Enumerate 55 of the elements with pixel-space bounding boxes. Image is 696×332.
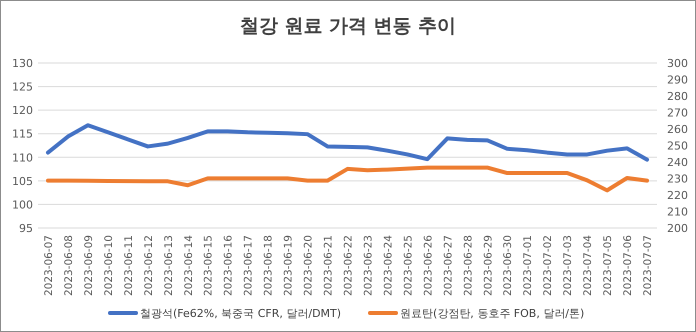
y2-tick-label: 230 [667, 172, 688, 186]
x-tick-label: 2023-06-29 [482, 235, 494, 296]
x-tick-label: 2023-07-05 [602, 235, 614, 296]
x-tick-label: 2023-06-24 [382, 234, 394, 296]
y-tick-label: 100 [12, 198, 33, 212]
x-tick-label: 2023-06-09 [82, 235, 95, 296]
x-tick-label: 2023-06-28 [462, 235, 474, 296]
x-tick-label: 2023-07-06 [622, 234, 634, 296]
y2-tick-label: 220 [667, 189, 688, 202]
x-tick-label: 2023-06-26 [422, 234, 434, 296]
x-tick-label: 2023-06-17 [242, 235, 255, 296]
line-series [46, 166, 650, 192]
x-tick-label: 2023-06-21 [322, 235, 335, 296]
x-tick-label: 2023-06-22 [342, 235, 354, 296]
x-tick-label: 2023-06-19 [282, 235, 295, 296]
x-tick-label: 2023-06-15 [202, 235, 215, 296]
x-tick-label: 2023-06-12 [142, 235, 155, 296]
x-tick-label: 2023-06-16 [222, 234, 235, 296]
x-tick-label: 2023-06-13 [162, 235, 175, 296]
x-tick-label: 2023-07-01 [522, 235, 534, 296]
y2-tick-label: 240 [667, 156, 688, 169]
x-tick-label: 2023-06-23 [362, 235, 374, 296]
x-tick-label: 2023-06-18 [262, 235, 275, 296]
x-tick-label: 2023-07-02 [542, 235, 554, 296]
line-series [46, 123, 650, 162]
y2-tick-label: 210 [667, 206, 688, 218]
y2-tick-label: 280 [667, 90, 688, 103]
y-tick-label: 110 [12, 151, 33, 164]
x-tick-label: 2023-06-30 [502, 235, 514, 296]
chart-title: 철강 원료 가격 변동 추이 [240, 15, 456, 37]
y2-tick-label: 290 [667, 74, 688, 86]
x-tick-label: 2023-06-10 [102, 235, 115, 296]
y-tick-label: 120 [12, 104, 33, 118]
x-tick-label: 2023-06-25 [402, 235, 414, 296]
y2-tick-label: 270 [667, 106, 688, 120]
y-tick-label: 115 [12, 128, 33, 141]
y-tick-label: 125 [12, 80, 33, 94]
y2-tick-label: 200 [667, 222, 688, 235]
x-tick-label: 2023-06-27 [442, 235, 454, 296]
x-tick-label: 2023-06-07 [42, 235, 55, 296]
x-tick-label: 2023-07-04 [582, 234, 594, 296]
x-tick-label: 2023-06-14 [182, 234, 195, 296]
x-tick-label: 2023-06-11 [122, 235, 135, 296]
y-tick-label: 95 [19, 222, 33, 235]
legend-label: 원료탄(강점탄, 동호주 FOB, 달러/톤) [400, 307, 584, 320]
y2-tick-label: 250 [667, 140, 688, 152]
x-tick-label: 2023-06-20 [302, 235, 315, 296]
y-tick-label: 130 [12, 57, 33, 70]
legend-label: 철광석(Fe62%, 북중국 CFR, 달러/DMT) [140, 307, 342, 320]
y2-tick-label: 300 [667, 57, 688, 70]
x-tick-label: 2023-07-03 [562, 235, 574, 296]
y2-tick-label: 260 [667, 123, 688, 136]
y-tick-label: 105 [12, 174, 33, 188]
x-tick-label: 2023-06-08 [62, 235, 75, 296]
x-tick-label: 2023-07-07 [642, 235, 654, 296]
